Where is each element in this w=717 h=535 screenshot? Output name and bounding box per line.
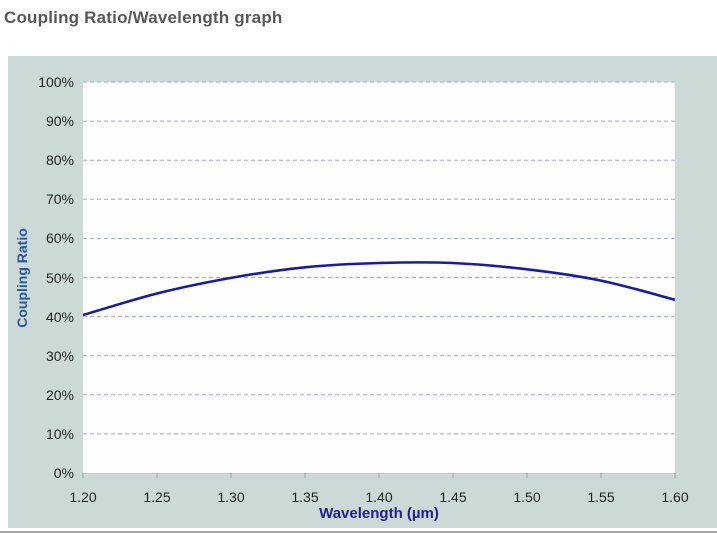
y-tick-label: 90% <box>45 113 74 130</box>
y-axis-title: Coupling Ratio <box>14 228 30 328</box>
y-tick-label: 0% <box>53 465 74 481</box>
x-tick-label: 1.25 <box>143 489 171 505</box>
y-tick-label: 40% <box>45 308 74 325</box>
chart-panel: 0% 10% 20% 30% 40% 50% 60% 70% 80% 90% 100% 1.20 1.… <box>8 56 717 528</box>
x-tick-label: 1.35 <box>291 489 319 505</box>
x-tick-label: 1.40 <box>365 489 393 505</box>
x-axis-title: Wavelength (µm) <box>319 505 439 522</box>
page-title: Coupling Ratio/Wavelength graph <box>4 8 283 27</box>
coupling-ratio-curve <box>82 261 676 317</box>
x-tick-label: 1.30 <box>217 489 245 505</box>
x-tick-label: 1.45 <box>439 489 467 505</box>
x-tick-label: 1.55 <box>587 489 615 505</box>
x-tick-label: 1.50 <box>513 489 541 505</box>
y-tick-label: 50% <box>45 269 74 286</box>
y-tick-label: 80% <box>45 152 74 169</box>
y-tick-label: 30% <box>45 347 74 364</box>
chart-canvas <box>82 81 676 478</box>
y-tick-label: 70% <box>45 191 74 208</box>
y-tick-label: 20% <box>45 386 74 403</box>
x-tick-label: 1.20 <box>69 489 97 505</box>
y-tick-label: 60% <box>45 230 74 247</box>
x-tick-label: 1.60 <box>661 489 689 505</box>
bottom-divider <box>0 531 717 533</box>
y-tick-label: 100% <box>38 74 74 90</box>
y-tick-label: 10% <box>45 425 74 442</box>
